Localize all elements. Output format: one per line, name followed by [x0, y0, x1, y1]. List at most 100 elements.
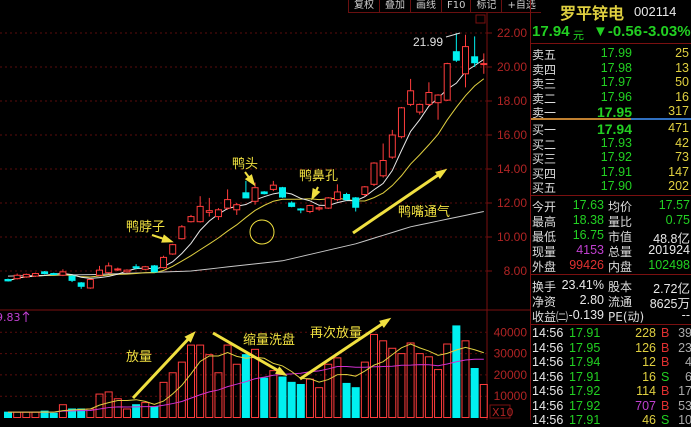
candle-body: [132, 266, 140, 269]
toolbar-button-2[interactable]: 画线: [410, 0, 441, 13]
stat-value: 48.8亿: [653, 232, 690, 246]
stat-value: 17.57: [658, 198, 690, 212]
book-label: 买二: [532, 137, 557, 152]
high-price-label: 21.99: [413, 35, 443, 49]
book-price[interactable]: 17.91: [600, 164, 632, 179]
book-qty: 147: [668, 164, 689, 179]
arrow-nostril-icon: [311, 186, 321, 201]
book-label: 买五: [532, 181, 557, 195]
trade-count: 6: [685, 369, 691, 384]
candle: [86, 278, 94, 289]
candle: [132, 264, 140, 270]
candle: [315, 206, 323, 211]
volume-bar: [370, 333, 378, 418]
toolbar-button-0[interactable]: 复权: [348, 0, 379, 13]
candle: [251, 182, 259, 205]
book-price[interactable]: 17.96: [600, 89, 632, 104]
volume-bar: [360, 361, 369, 418]
volume-bar: [187, 344, 195, 418]
stat-value: 18.38: [572, 213, 604, 227]
annotation-shrink-wash: 缩量洗盘: [243, 332, 295, 348]
stat-value: 4153: [576, 243, 604, 257]
candle-body: [443, 63, 451, 101]
stat-label: 净资: [532, 295, 557, 309]
candle-body: [269, 184, 277, 190]
trade-count: 10: [678, 413, 691, 427]
annotation-duck-beak: 鸭嘴通气: [398, 204, 450, 220]
volume-bar: [223, 344, 232, 418]
book-price[interactable]: 17.94: [596, 121, 632, 137]
trade-side: B: [661, 398, 670, 413]
candle-body: [41, 271, 49, 275]
toolbar-button-1[interactable]: 叠加: [379, 0, 410, 13]
trade-side: B: [661, 355, 670, 369]
book-price[interactable]: 17.99: [600, 46, 632, 60]
candle: [68, 275, 76, 283]
book-qty: 25: [675, 46, 689, 60]
toolbar-button-5[interactable]: +自选: [501, 0, 541, 13]
candle-body: [306, 205, 314, 213]
trade-time: 14:56: [532, 384, 564, 398]
price-axis-label: 22.00: [497, 26, 527, 40]
candle: [160, 255, 168, 269]
trade-count: 23: [678, 340, 691, 355]
book-price[interactable]: 17.95: [596, 104, 632, 120]
book-price[interactable]: 17.92: [600, 150, 632, 164]
book-label: 卖五: [532, 48, 557, 62]
trade-side: B: [661, 340, 670, 355]
stat-label: 最高: [532, 215, 557, 229]
volume-ma-short-line: [8, 343, 484, 413]
stat-value: 99426: [569, 258, 604, 272]
volume-bar: [150, 406, 159, 419]
ma10-line: [7, 78, 485, 282]
candle: [196, 196, 204, 223]
volume-axis-label: 30000: [494, 347, 528, 361]
candle: [4, 278, 12, 282]
book-label: 买三: [532, 152, 557, 166]
candle-body: [416, 103, 424, 113]
candle: [397, 106, 405, 139]
candle: [297, 208, 305, 214]
volume-bar: [269, 370, 278, 419]
trade-count: 53: [678, 398, 691, 413]
stat-value: 17.63: [572, 198, 604, 212]
book-price[interactable]: 17.93: [600, 135, 632, 150]
candle: [233, 203, 241, 215]
volume-bar: [122, 408, 131, 419]
candle: [50, 272, 58, 276]
candle-body: [288, 202, 296, 207]
candle: [96, 265, 103, 277]
trade-volume: 46: [642, 413, 656, 427]
stat-label: 市值: [608, 230, 633, 244]
toolbar-button-3[interactable]: F10: [441, 0, 471, 13]
last-price: 17.94: [532, 23, 570, 40]
candle-body: [324, 197, 332, 209]
book-label: 买四: [532, 166, 557, 181]
arrow-volume-up-icon: [131, 331, 196, 400]
candle-body: [480, 63, 488, 66]
volume-bar: [214, 372, 223, 418]
book-price[interactable]: 17.97: [600, 75, 632, 89]
candle-body: [169, 244, 177, 255]
volume-bar: [49, 412, 58, 418]
trade-price: 17.94: [569, 355, 601, 369]
kline-chart[interactable]: 22.00 20.00 18.00 16.00 14.00 12.00 10.00 8.00 4…: [0, 0, 530, 420]
book-qty: 202: [668, 179, 689, 193]
candle-body: [77, 282, 85, 287]
candle-body: [59, 271, 67, 276]
volume-bar: [406, 342, 415, 419]
scroll-box-icon[interactable]: [475, 14, 486, 24]
book-price[interactable]: 17.98: [600, 60, 632, 75]
separator: [531, 43, 691, 44]
annotation-duck-neck: 鸭脖子: [126, 219, 165, 235]
candle: [288, 201, 296, 208]
toolbar-button-4[interactable]: 标记: [470, 0, 502, 13]
candle: [41, 271, 49, 275]
trade-count: 4: [685, 355, 691, 369]
arrow-beak-icon: [352, 168, 448, 235]
candle-body: [297, 208, 305, 211]
volume-bar: [205, 354, 214, 419]
volume-bar: [177, 361, 186, 418]
book-price[interactable]: 17.90: [600, 179, 632, 193]
volume-bar: [415, 353, 424, 419]
